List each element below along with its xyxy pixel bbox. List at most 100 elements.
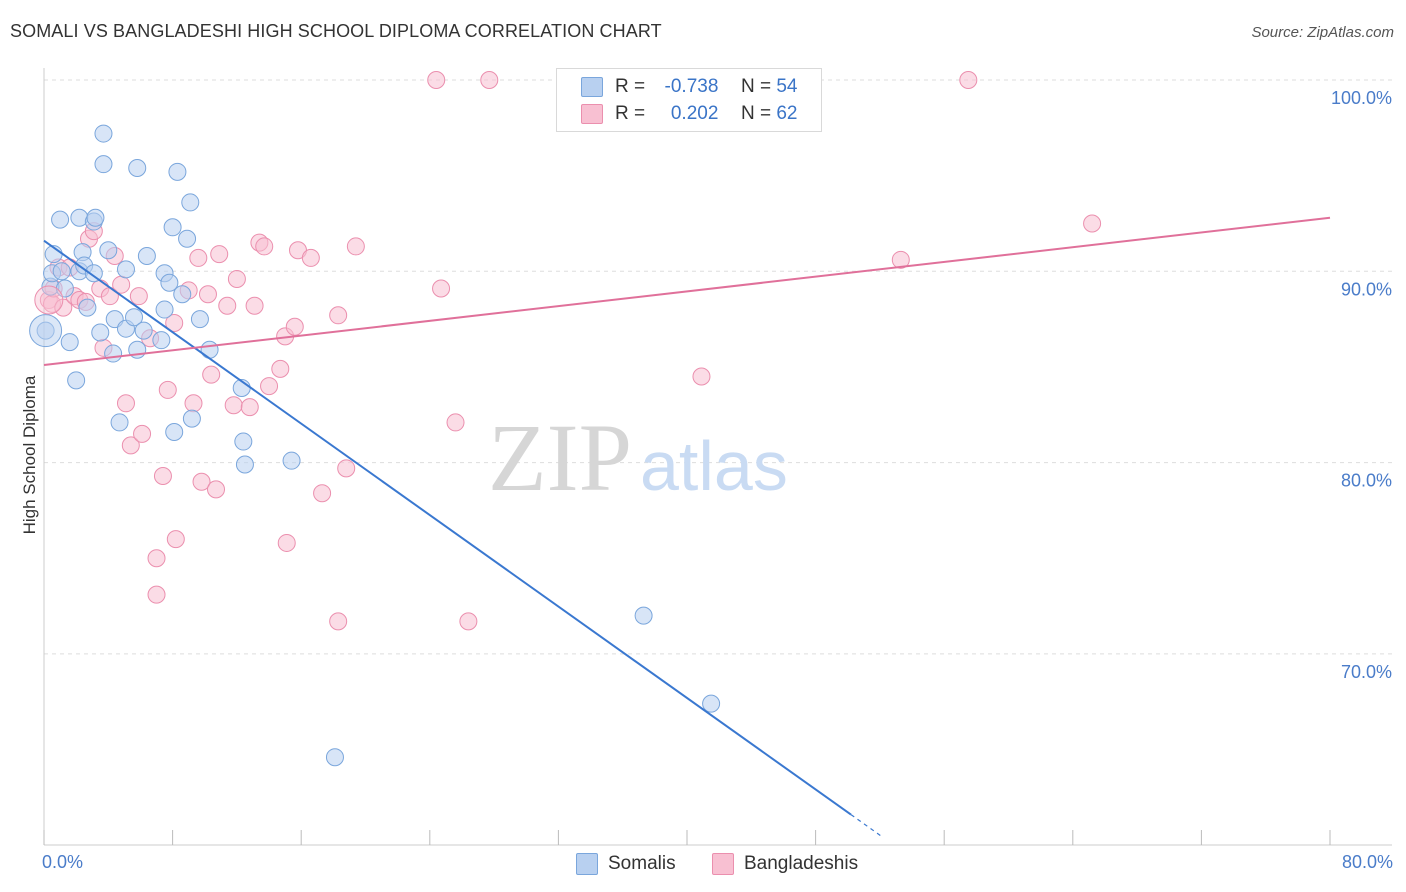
bangladeshi-point: [165, 313, 184, 332]
somali-point: [178, 229, 197, 248]
somali-point: [163, 218, 182, 237]
somali-point: [60, 333, 79, 352]
somali-point: [84, 264, 103, 283]
bangladeshi-swatch: [712, 853, 734, 875]
n-value: 54: [776, 76, 798, 97]
r-label: R =: [615, 103, 646, 124]
r-value: 0.202: [670, 103, 719, 124]
somali-point: [125, 308, 144, 327]
bangladeshi-point: [207, 480, 226, 499]
somali-point: [52, 262, 71, 281]
y-tick-label: 90.0%: [1341, 279, 1392, 299]
somali-point: [234, 432, 253, 451]
somali-point: [134, 321, 153, 340]
gridlines: [44, 79, 1392, 655]
bangladeshi-point: [121, 436, 140, 455]
somali-point: [104, 344, 123, 363]
r-value: -0.738: [664, 76, 719, 97]
somali-swatch: [576, 853, 598, 875]
bangladeshi-trend-line: [43, 216, 1331, 367]
bangladeshi-point: [240, 398, 259, 417]
somali-point: [94, 155, 113, 174]
y-tick-label: 100.0%: [1331, 88, 1392, 108]
somali-point: [282, 451, 301, 470]
bangladeshi-point: [329, 612, 348, 631]
somali-point: [168, 162, 187, 181]
somali-swatch: [581, 77, 603, 97]
bangladeshi-point: [255, 237, 274, 256]
bangladeshi-point: [147, 549, 166, 568]
somali-point: [110, 413, 129, 432]
somali-trend-line: [43, 239, 852, 816]
n-label: N =: [740, 103, 772, 124]
somali-point: [152, 331, 171, 350]
bangladeshi-point: [202, 365, 221, 384]
somali-trend-extension: [850, 814, 884, 838]
data-points: [29, 71, 1102, 767]
r-label: R =: [615, 76, 646, 97]
somali-point: [51, 210, 70, 229]
bangladeshi-point: [271, 359, 290, 378]
bangladeshi-point: [116, 394, 135, 413]
bangladeshi-point: [459, 612, 478, 631]
bangladeshi-point: [133, 424, 152, 443]
x-axis-min-label: 0.0%: [42, 852, 84, 872]
bangladeshi-point: [959, 71, 978, 89]
legend-label-somalis: Somalis: [608, 853, 676, 874]
correlation-legend: R = -0.738 N = 54 R = 0.202 N = 62: [556, 68, 822, 132]
bangladeshi-point: [192, 472, 211, 491]
trend-lines: [43, 216, 1331, 838]
n-label: N =: [740, 76, 772, 97]
watermark-zip: ZIP: [488, 404, 632, 511]
bangladeshi-point: [210, 245, 229, 264]
bangladeshi-point: [218, 296, 237, 315]
somali-point: [94, 124, 113, 143]
bangladeshi-point: [166, 530, 185, 549]
bangladeshi-point: [891, 250, 910, 269]
bangladeshi-point: [245, 296, 264, 315]
bangladeshi-point: [227, 269, 246, 288]
bangladeshi-point: [184, 394, 203, 413]
bangladeshi-point: [446, 413, 465, 432]
somali-point: [67, 371, 86, 390]
somali-point: [86, 208, 105, 227]
somali-point: [99, 241, 118, 260]
bangladeshi-point: [260, 377, 279, 396]
bangladeshi-point: [301, 248, 320, 267]
somali-point: [190, 310, 209, 329]
watermark-atlas: atlas: [640, 427, 788, 505]
somali-point: [155, 300, 174, 319]
somali-point: [200, 340, 219, 359]
y-tick-labels: 100.0% 90.0% 80.0% 70.0%: [1331, 88, 1392, 682]
bangladeshi-point: [337, 459, 356, 478]
bangladeshi-point: [198, 285, 217, 304]
somali-point: [91, 323, 110, 342]
somali-point: [182, 409, 201, 428]
bangladeshi-point: [129, 287, 148, 306]
somali-point: [702, 694, 721, 713]
bangladeshi-point: [147, 585, 166, 604]
somali-point: [181, 193, 200, 212]
y-tick-label: 80.0%: [1341, 471, 1392, 491]
bangladeshi-point: [224, 396, 243, 415]
bangladeshi-point-large: [34, 285, 64, 315]
bangladeshi-point: [313, 484, 332, 503]
bangladeshi-point: [346, 237, 365, 256]
chart-title: SOMALI VS BANGLADESHI HIGH SCHOOL DIPLOM…: [10, 21, 662, 41]
bangladeshi-point: [285, 317, 304, 336]
somali-point: [235, 455, 254, 474]
bangladeshi-point: [1083, 214, 1102, 233]
x-axis-max-label: 80.0%: [1341, 852, 1393, 872]
bangladeshi-point: [432, 279, 451, 298]
somali-point: [78, 298, 97, 317]
bangladeshi-point: [189, 248, 208, 267]
bangladeshi-point: [480, 71, 499, 89]
somali-point: [160, 273, 179, 292]
somali-point: [634, 606, 653, 625]
bangladeshi-point: [153, 466, 172, 485]
bangladeshi-point: [329, 306, 348, 325]
bangladeshi-swatch: [581, 104, 603, 124]
y-tick-label: 70.0%: [1341, 662, 1392, 682]
source-credit: Source: ZipAtlas.com: [1251, 24, 1394, 41]
